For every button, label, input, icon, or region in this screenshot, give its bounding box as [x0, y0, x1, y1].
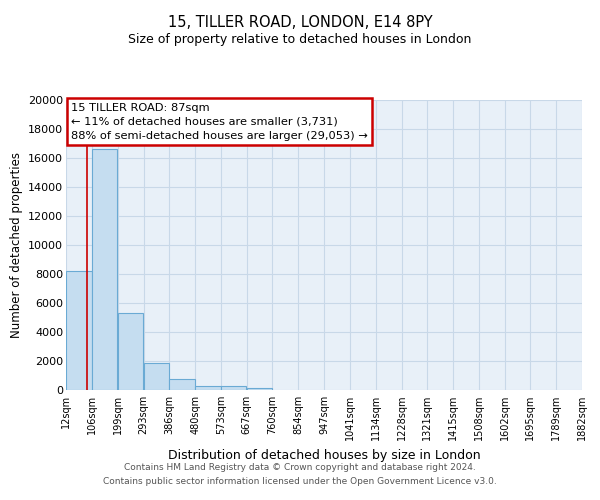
Bar: [195, 386, 221, 390]
Text: Contains public sector information licensed under the Open Government Licence v3: Contains public sector information licen…: [103, 477, 497, 486]
Text: Size of property relative to detached houses in London: Size of property relative to detached ho…: [128, 32, 472, 46]
Bar: [118, 313, 143, 390]
Bar: [92, 150, 118, 390]
Bar: [169, 379, 195, 390]
Text: 15, TILLER ROAD, LONDON, E14 8PY: 15, TILLER ROAD, LONDON, E14 8PY: [167, 15, 433, 30]
Bar: [66, 271, 92, 390]
Y-axis label: Number of detached properties: Number of detached properties: [10, 152, 23, 338]
Bar: [221, 386, 247, 390]
X-axis label: Distribution of detached houses by size in London: Distribution of detached houses by size …: [167, 448, 481, 462]
Text: Contains HM Land Registry data © Crown copyright and database right 2024.: Contains HM Land Registry data © Crown c…: [124, 464, 476, 472]
Text: 15 TILLER ROAD: 87sqm
← 11% of detached houses are smaller (3,731)
88% of semi-d: 15 TILLER ROAD: 87sqm ← 11% of detached …: [71, 103, 368, 141]
Bar: [143, 363, 169, 390]
Bar: [247, 388, 272, 390]
